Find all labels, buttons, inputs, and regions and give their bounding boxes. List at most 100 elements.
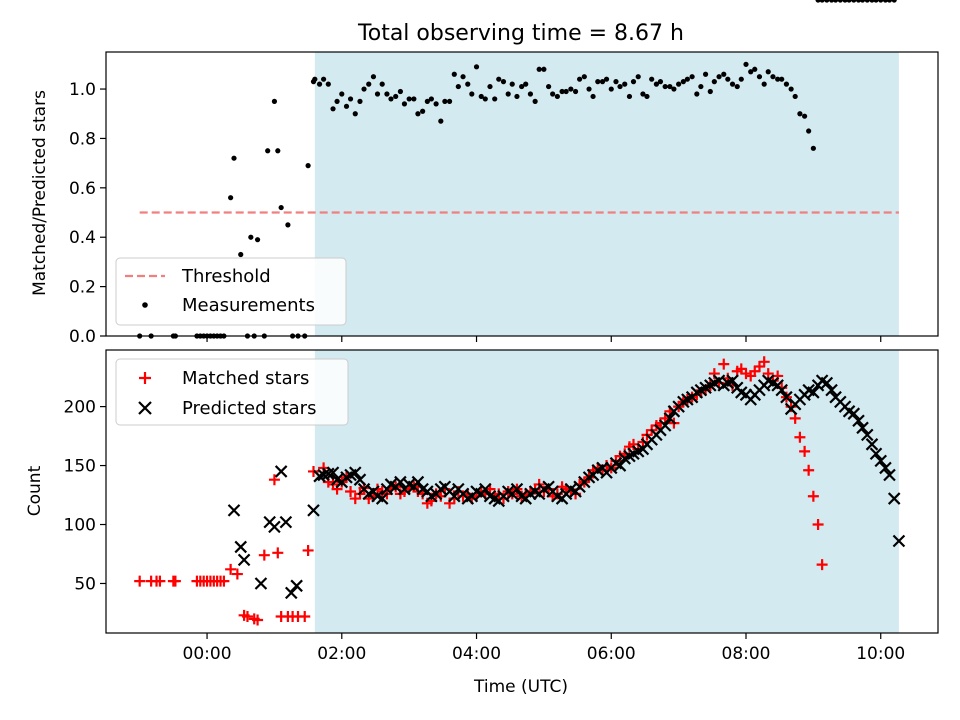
measurement-point bbox=[743, 61, 749, 67]
measurement-point bbox=[265, 148, 271, 154]
measurement-point bbox=[859, 0, 866, 3]
predicted-stars-series bbox=[227, 374, 906, 600]
predicted-star-point bbox=[307, 504, 320, 517]
measurement-point bbox=[882, 0, 889, 3]
measurement-point bbox=[590, 93, 596, 100]
predicted-star-point bbox=[874, 454, 888, 468]
y-tick-label: 50 bbox=[74, 574, 96, 594]
measurement-point bbox=[397, 88, 403, 95]
measurement-point bbox=[228, 195, 234, 201]
predicted-star-point bbox=[237, 553, 251, 567]
predicted-star-point bbox=[852, 414, 865, 428]
measurement-point bbox=[352, 111, 358, 117]
measurement-point bbox=[725, 76, 731, 82]
ratio-legend: Threshold Measurements bbox=[115, 257, 347, 326]
measurement-point bbox=[393, 93, 399, 100]
measurement-point bbox=[635, 74, 641, 80]
measurement-point bbox=[788, 86, 794, 92]
predicted-star-point bbox=[825, 383, 838, 397]
predicted-star-point bbox=[879, 461, 892, 475]
measurement-point bbox=[343, 103, 350, 109]
matched-star-point bbox=[272, 547, 284, 559]
measurement-point bbox=[671, 86, 677, 92]
x-tick-label: 08:00 bbox=[722, 644, 771, 664]
matched-legend-label: Matched stars bbox=[182, 368, 309, 389]
measurement-point bbox=[721, 71, 727, 77]
x-axis-label: Time (UTC) bbox=[473, 677, 568, 697]
measurement-point bbox=[617, 83, 623, 90]
measurement-point bbox=[388, 96, 394, 102]
measurement-point bbox=[238, 251, 244, 258]
measurement-point bbox=[285, 222, 291, 228]
predicted-star-point bbox=[348, 466, 362, 479]
predicted-star-point bbox=[411, 475, 425, 489]
x-tick-label: 00:00 bbox=[183, 644, 232, 664]
measurement-point bbox=[761, 81, 767, 87]
measurement-point bbox=[765, 69, 771, 75]
ratio-axes-frame bbox=[105, 51, 939, 337]
predicted-star-point bbox=[860, 428, 874, 442]
measurement-point bbox=[370, 74, 377, 80]
y-tick-label: 200 bbox=[64, 398, 96, 418]
matched-star-point bbox=[345, 486, 357, 497]
measurement-point bbox=[325, 81, 331, 87]
measurement-point bbox=[527, 91, 534, 97]
measurement-point bbox=[599, 79, 606, 85]
measurement-point bbox=[519, 83, 525, 90]
matched-star-point bbox=[816, 559, 828, 571]
predicted-star-point bbox=[234, 540, 248, 554]
measurement-point bbox=[379, 81, 385, 87]
matched-star-point bbox=[154, 575, 166, 587]
measurement-point bbox=[734, 83, 740, 90]
measurement-point bbox=[312, 76, 318, 82]
y-tick-label: 1.0 bbox=[69, 80, 96, 100]
matched-star-point bbox=[258, 549, 270, 561]
measurement-point bbox=[680, 79, 686, 85]
predicted-star-point bbox=[887, 492, 901, 505]
measurement-point bbox=[428, 96, 434, 102]
predicted-star-point bbox=[775, 383, 788, 397]
measurement-point bbox=[603, 76, 610, 82]
matched-star-point bbox=[225, 563, 237, 575]
measurement-point bbox=[684, 76, 690, 82]
measurement-point bbox=[815, 0, 821, 3]
measurement-point bbox=[667, 83, 673, 90]
measurements-legend-swatch bbox=[142, 302, 148, 308]
measurement-point bbox=[451, 71, 457, 77]
measurement-point bbox=[577, 76, 583, 82]
measurement-point bbox=[478, 93, 484, 100]
measurement-point bbox=[729, 81, 736, 87]
measurement-point bbox=[330, 106, 336, 112]
measurement-point bbox=[878, 0, 884, 3]
measurement-point bbox=[802, 113, 808, 119]
measurement-point bbox=[824, 0, 830, 3]
count-axes-frame bbox=[105, 349, 939, 634]
measurement-point bbox=[347, 96, 354, 102]
measurement-point bbox=[509, 81, 515, 87]
y-tick-label: 0.2 bbox=[69, 278, 96, 298]
measurement-point bbox=[357, 98, 363, 104]
measurement-point bbox=[523, 81, 529, 87]
measurement-point bbox=[657, 79, 664, 85]
measurement-point bbox=[305, 163, 311, 169]
measurement-point bbox=[469, 91, 475, 97]
measurement-point bbox=[433, 101, 439, 107]
measurement-point bbox=[851, 0, 857, 3]
measurement-point bbox=[711, 79, 717, 85]
predicted-star-point bbox=[613, 459, 627, 472]
measurement-point bbox=[572, 88, 579, 95]
count-legend: Matched stars Predicted stars bbox=[115, 358, 349, 426]
measurement-point bbox=[465, 81, 471, 87]
count-y-ticks: 50 100 150 200 bbox=[64, 398, 106, 594]
predicted-star-point bbox=[279, 515, 293, 529]
measurement-point bbox=[278, 204, 284, 211]
measurement-point bbox=[361, 86, 367, 92]
observing-window bbox=[314, 52, 899, 336]
predicted-star-point bbox=[883, 468, 896, 482]
measurement-point bbox=[842, 0, 848, 3]
measurement-point bbox=[275, 148, 281, 154]
measurement-point bbox=[649, 76, 655, 82]
measurement-point bbox=[716, 74, 722, 80]
measurement-point bbox=[446, 98, 453, 104]
measurement-point bbox=[568, 86, 574, 92]
